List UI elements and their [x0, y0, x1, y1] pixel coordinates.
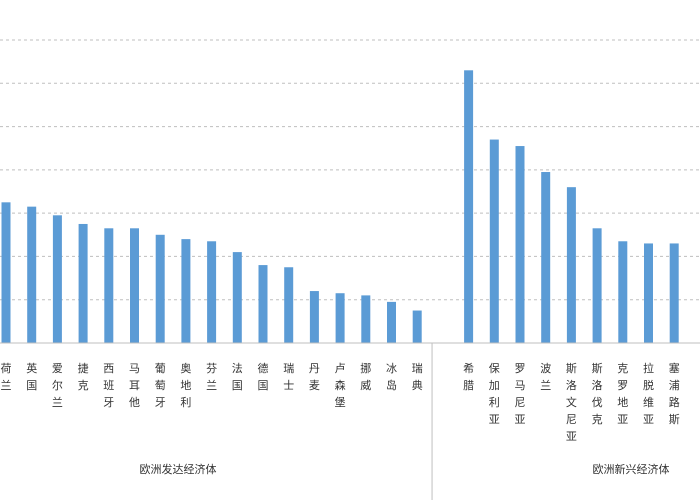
bar: [669, 243, 679, 343]
tick-label: 荷兰: [1, 362, 12, 392]
tick-label: 斯洛文尼亚: [566, 362, 577, 443]
bar: [387, 301, 396, 343]
bar: [464, 70, 474, 344]
bar: [130, 228, 139, 343]
bar: [644, 243, 653, 343]
tick-label: 希腊: [463, 361, 474, 392]
tick-label: 瑞典: [412, 361, 423, 392]
bar: [52, 215, 62, 343]
bar: [232, 252, 242, 343]
tick-label: 罗马尼亚: [515, 362, 526, 426]
bar: [361, 295, 371, 343]
tick-label: 克罗地亚: [617, 362, 628, 426]
tick-label: 芬兰: [206, 362, 217, 392]
tick-label: 卢森堡: [335, 362, 346, 409]
tick-label: 法国: [232, 361, 243, 392]
bar: [618, 241, 628, 343]
bar: [1, 202, 11, 343]
tick-label: 塞浦路斯: [669, 361, 680, 426]
tick-label: 保加利亚: [489, 361, 500, 426]
bar: [592, 228, 602, 343]
bar: [412, 310, 422, 343]
gridlines: [0, 39, 700, 301]
bars: [1, 70, 679, 344]
bar: [566, 187, 576, 343]
tick-label: 爱尔兰: [52, 362, 63, 409]
bar: [104, 228, 114, 343]
group-label: 欧洲新兴经济体: [593, 462, 670, 476]
tick-label: 瑞士: [283, 361, 294, 392]
tick-label: 拉脱维亚: [643, 361, 654, 426]
bar: [155, 234, 165, 343]
bar: [181, 239, 191, 343]
tick-label: 捷克: [78, 361, 89, 392]
tick-label: 西班牙: [103, 362, 114, 409]
tick-label: 丹麦: [309, 362, 320, 392]
bar: [309, 291, 319, 343]
bar: [258, 265, 268, 343]
bar: [489, 139, 499, 343]
group-labels: 欧洲发达经济体 欧洲新兴经济体: [140, 462, 670, 476]
bar: [541, 172, 551, 343]
tick-label: 马耳他: [129, 362, 140, 409]
tick-label: 德国: [258, 361, 269, 392]
group-label: 欧洲发达经济体: [140, 462, 217, 476]
tick-label: 冰岛: [386, 362, 397, 392]
tick-label: 葡萄牙: [155, 362, 166, 409]
tick-label: 英国: [26, 361, 37, 392]
bar: [78, 223, 88, 343]
bar: [207, 241, 217, 343]
bar: [515, 146, 525, 343]
bar: [335, 293, 345, 343]
bar: [284, 267, 294, 343]
tick-label: 奥地利: [180, 361, 191, 409]
tick-label: 斯洛伐克: [592, 362, 603, 426]
bar: [27, 206, 37, 343]
tick-label: 波兰: [540, 362, 551, 392]
tick-label: 挪威: [360, 361, 371, 392]
